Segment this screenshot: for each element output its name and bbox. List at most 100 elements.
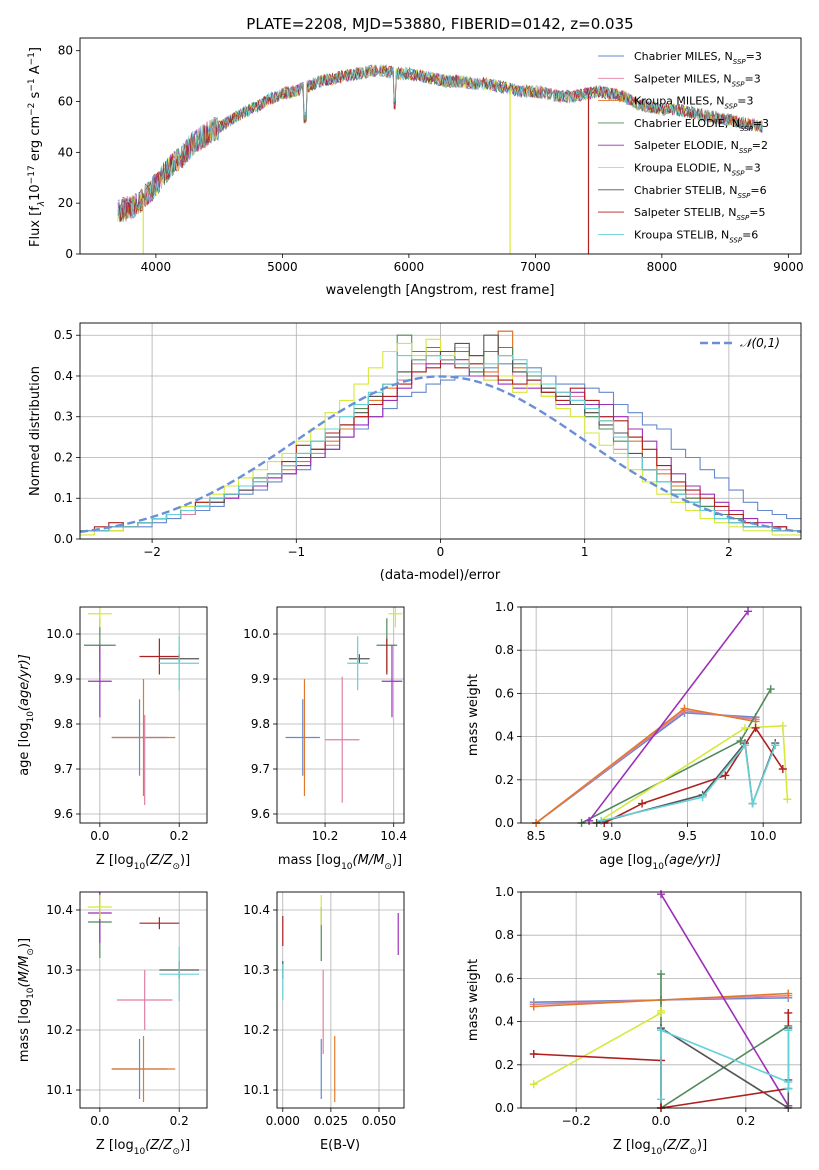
y-tick-label: 40 bbox=[58, 145, 73, 159]
y-tick-label: 0.3 bbox=[54, 410, 73, 424]
ebv-mass-panel: E(B-V) 0.000 0.025 0.050 10.1 10.2 10.3 10.4 bbox=[243, 891, 405, 1153]
y-tick-label: 0.8 bbox=[495, 643, 514, 657]
x-tick-label: −2 bbox=[143, 545, 161, 559]
y-tick-label: 0.4 bbox=[54, 369, 73, 383]
y-tick-label: 1.0 bbox=[495, 600, 514, 614]
legend-label: 𝒩(0,1) bbox=[740, 336, 780, 350]
weight-marker bbox=[784, 1084, 793, 1093]
y-tick-label: 60 bbox=[58, 95, 73, 109]
x-tick-label: 0.0 bbox=[651, 1114, 670, 1128]
legend-label: Chabrier STELIB, NSSP=6 bbox=[634, 184, 767, 200]
histogram-step bbox=[80, 363, 801, 532]
x-tick-label: 0.050 bbox=[362, 1114, 396, 1128]
mass-age-panel: mass [log10(M/M⊙)] 10.2 10.4 9.6 9.7 9.8 9.9 1… bbox=[243, 606, 407, 872]
x-tick-label: 9.5 bbox=[678, 829, 697, 843]
weight-marker bbox=[766, 685, 775, 694]
weight-marker bbox=[744, 607, 753, 616]
weight-marker bbox=[721, 771, 730, 780]
ebv-mass-xlabel: E(B-V) bbox=[320, 1138, 360, 1153]
x-tick-label: 10.4 bbox=[380, 829, 407, 843]
age-mw-xlabel: age [log10(age/yr)] bbox=[599, 853, 721, 872]
residual-histogram-panel: (data-model)/error Normed distribution −… bbox=[28, 322, 802, 583]
y-tick-label: 10.0 bbox=[243, 627, 270, 641]
legend-label: Salpeter ELODIE, NSSP=2 bbox=[634, 139, 768, 155]
z-mw-xlabel: Z [log10(Z/Z⊙)] bbox=[613, 1138, 707, 1157]
y-tick-label: 0.4 bbox=[495, 1015, 514, 1029]
axes-frame bbox=[79, 891, 208, 1109]
y-tick-label: 9.8 bbox=[251, 717, 270, 731]
y-tick-label: 0 bbox=[65, 247, 73, 261]
weight-line bbox=[603, 726, 784, 824]
weight-line bbox=[660, 893, 789, 1107]
weight-marker bbox=[680, 704, 689, 713]
x-tick-label: 7000 bbox=[520, 260, 551, 274]
z-mass-ylabel: mass [log10(M/M⊙)] bbox=[17, 938, 36, 1062]
weight-marker bbox=[736, 736, 745, 745]
y-tick-label: 9.9 bbox=[54, 672, 73, 686]
y-tick-label: 10.4 bbox=[46, 903, 73, 917]
z-age-panel: Z [log10(Z/Z⊙)] age [log10(age/yr)] 0.0 0… bbox=[17, 606, 208, 872]
weight-marker bbox=[784, 989, 793, 998]
y-tick-label: 9.9 bbox=[251, 672, 270, 686]
y-tick-label: 10.3 bbox=[243, 963, 270, 977]
axes-frame bbox=[520, 606, 802, 824]
y-tick-label: 1.0 bbox=[495, 885, 514, 899]
y-tick-label: 10.4 bbox=[243, 903, 270, 917]
weight-marker bbox=[778, 765, 787, 773]
weight-marker bbox=[529, 1080, 538, 1089]
y-tick-label: 10.2 bbox=[243, 1023, 270, 1037]
z-mass-panel: Z [log10(Z/Z⊙)] mass [log10(M/M⊙)] 0.0 0.… bbox=[17, 891, 208, 1157]
legend-label: Salpeter MILES, NSSP=3 bbox=[634, 72, 761, 88]
histogram-step bbox=[80, 355, 801, 532]
z-mass-xlabel: Z [log10(Z/Z⊙)] bbox=[96, 1138, 190, 1157]
x-tick-label: 8000 bbox=[647, 260, 678, 274]
weight-marker bbox=[748, 799, 757, 808]
weight-marker bbox=[657, 1006, 665, 1015]
hist-ylabel: Normed distribution bbox=[28, 366, 43, 496]
weight-marker bbox=[657, 890, 665, 899]
axes-frame bbox=[276, 606, 405, 824]
y-tick-label: 0.2 bbox=[495, 773, 514, 787]
x-tick-label: 0.2 bbox=[170, 829, 189, 843]
y-tick-label: 20 bbox=[58, 196, 73, 210]
normal-reference-curve bbox=[80, 375, 801, 534]
x-tick-label: 8.5 bbox=[527, 829, 546, 843]
weight-line bbox=[535, 709, 756, 824]
weight-marker bbox=[597, 816, 606, 825]
axes-frame bbox=[79, 37, 802, 255]
weight-marker bbox=[741, 723, 749, 732]
weight-marker bbox=[771, 741, 780, 750]
y-tick-label: 0.0 bbox=[495, 1101, 514, 1115]
y-tick-label: 9.7 bbox=[251, 762, 270, 776]
z-mw-ylabel: mass weight bbox=[466, 959, 481, 1041]
y-tick-label: 0.5 bbox=[54, 328, 73, 342]
z-age-ylabel: age [log10(age/yr)] bbox=[17, 654, 36, 776]
y-tick-label: 0.6 bbox=[495, 971, 514, 985]
z-massweight-panel: Z [log10(Z/Z⊙)] mass weight −0.2 0.0 0.2 0.… bbox=[466, 885, 802, 1157]
legend-label: Kroupa MILES, NSSP=3 bbox=[634, 95, 754, 111]
spectrum-title: PLATE=2208, MJD=53880, FIBERID=0142, z=0… bbox=[246, 15, 633, 33]
x-tick-label: 4000 bbox=[141, 260, 172, 274]
legend-label: Salpeter STELIB, NSSP=5 bbox=[634, 206, 766, 222]
histogram-step bbox=[80, 359, 801, 532]
x-tick-label: 2 bbox=[725, 545, 733, 559]
x-tick-label: 0.025 bbox=[314, 1114, 348, 1128]
y-tick-label: 10.2 bbox=[46, 1023, 73, 1037]
x-tick-label: 0.0 bbox=[90, 829, 109, 843]
weight-marker bbox=[783, 795, 792, 804]
y-tick-label: 9.7 bbox=[54, 762, 73, 776]
weight-marker bbox=[657, 1095, 665, 1104]
mass-age-xlabel: mass [log10(M/M⊙)] bbox=[278, 853, 402, 872]
weight-marker bbox=[741, 741, 749, 750]
y-tick-label: 0.1 bbox=[54, 491, 73, 505]
x-tick-label: 0.2 bbox=[170, 1114, 189, 1128]
y-tick-label: 9.8 bbox=[54, 717, 73, 731]
y-tick-label: 0.0 bbox=[54, 532, 73, 546]
weight-line bbox=[596, 724, 789, 824]
y-tick-label: 0.4 bbox=[495, 730, 514, 744]
weight-marker bbox=[657, 1026, 665, 1035]
x-tick-label: 0 bbox=[437, 545, 445, 559]
legend-label: Chabrier MILES, NSSP=3 bbox=[634, 50, 762, 66]
y-tick-label: 0.2 bbox=[54, 450, 73, 464]
